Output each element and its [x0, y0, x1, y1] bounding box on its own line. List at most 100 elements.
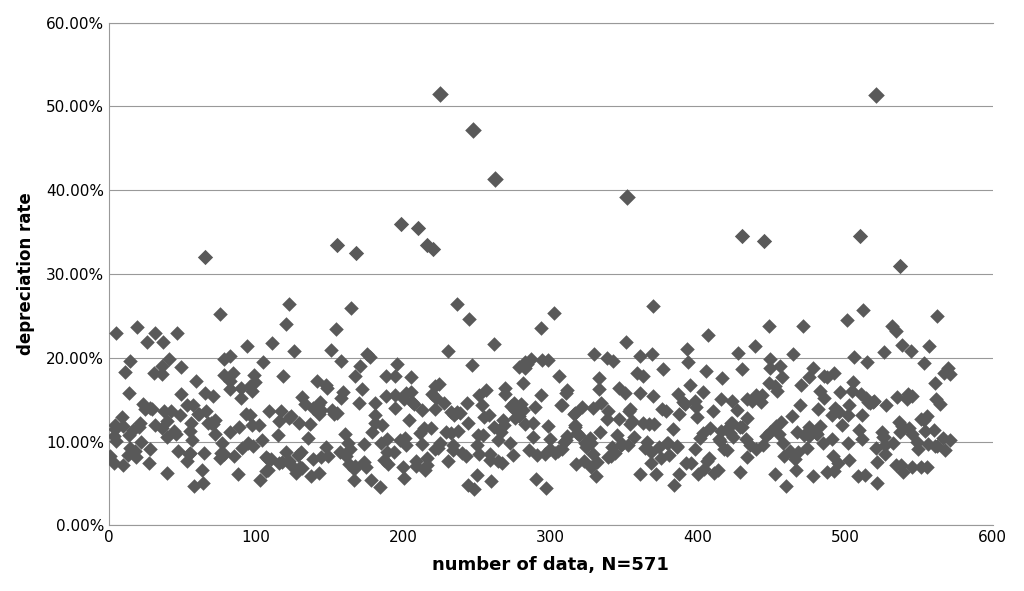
Point [459, 399, 475, 408]
Point [900, 424, 916, 433]
Point [428, 393, 444, 402]
Point [351, 398, 368, 407]
Point [877, 347, 893, 356]
Point [449, 407, 465, 417]
Point [102, 451, 119, 460]
Point [224, 369, 241, 378]
Point [937, 446, 953, 455]
Point [482, 476, 499, 485]
Point [538, 483, 554, 493]
Point [892, 427, 908, 437]
Point [941, 369, 957, 378]
Point [566, 408, 583, 418]
Point [142, 404, 159, 413]
Point [318, 384, 335, 393]
Point [614, 439, 631, 449]
Point [714, 373, 730, 382]
Point [749, 392, 765, 402]
Point [263, 339, 280, 348]
Point [281, 456, 297, 466]
Point [392, 435, 409, 444]
Point [802, 372, 818, 382]
Point [608, 430, 625, 440]
Point [378, 372, 394, 381]
Point [515, 378, 531, 387]
Point [309, 400, 326, 409]
Point [145, 368, 162, 378]
Point [379, 447, 395, 456]
Point [466, 484, 482, 493]
Point [892, 261, 908, 270]
Point [188, 376, 205, 386]
Point [367, 411, 383, 420]
Point [725, 432, 741, 441]
Point [270, 416, 287, 426]
Point [566, 410, 583, 419]
Point [577, 439, 593, 448]
Point [494, 458, 510, 467]
Point [181, 449, 198, 459]
Point [284, 411, 300, 420]
Point [497, 389, 513, 398]
Point [355, 458, 372, 467]
Point [629, 368, 645, 378]
Point [831, 387, 848, 397]
Point [392, 219, 409, 229]
Point [812, 387, 828, 396]
Point [611, 414, 628, 423]
Point [610, 383, 627, 392]
Point [232, 394, 249, 403]
Point [328, 324, 344, 333]
Point [757, 236, 773, 245]
Point [698, 457, 715, 466]
Point [762, 363, 778, 373]
Point [861, 398, 878, 408]
Point [362, 476, 379, 485]
Point [894, 421, 910, 431]
Point [278, 447, 294, 457]
Point [449, 299, 465, 309]
Point [155, 361, 171, 371]
Point [909, 444, 926, 454]
Point [418, 465, 434, 475]
Point [498, 383, 514, 392]
Point [528, 450, 545, 460]
Point [182, 426, 199, 436]
Point [362, 352, 379, 361]
Point [553, 401, 569, 410]
Point [646, 420, 663, 429]
Point [345, 465, 361, 474]
Point [415, 439, 431, 449]
Point [767, 469, 783, 479]
Point [182, 418, 199, 428]
Point [929, 441, 945, 450]
Point [532, 323, 549, 332]
Point [617, 388, 634, 398]
Point [857, 470, 873, 479]
Point [367, 399, 383, 408]
Point [431, 379, 447, 389]
Point [222, 351, 239, 361]
Point [687, 444, 703, 454]
Point [728, 405, 744, 414]
Point [604, 443, 621, 452]
Point [340, 438, 356, 447]
Point [364, 427, 380, 437]
Point [732, 467, 749, 476]
Point [884, 321, 900, 330]
Point [909, 437, 926, 447]
Point [558, 436, 574, 445]
Point [719, 446, 735, 455]
Point [816, 393, 833, 402]
Point [845, 377, 861, 387]
Point [591, 374, 607, 383]
Point [515, 405, 531, 415]
Point [768, 422, 784, 431]
Point [374, 421, 390, 430]
Point [408, 456, 424, 466]
Point [920, 439, 936, 449]
Point [932, 399, 948, 408]
Point [169, 329, 185, 338]
Point [559, 385, 575, 395]
Point [916, 358, 933, 368]
